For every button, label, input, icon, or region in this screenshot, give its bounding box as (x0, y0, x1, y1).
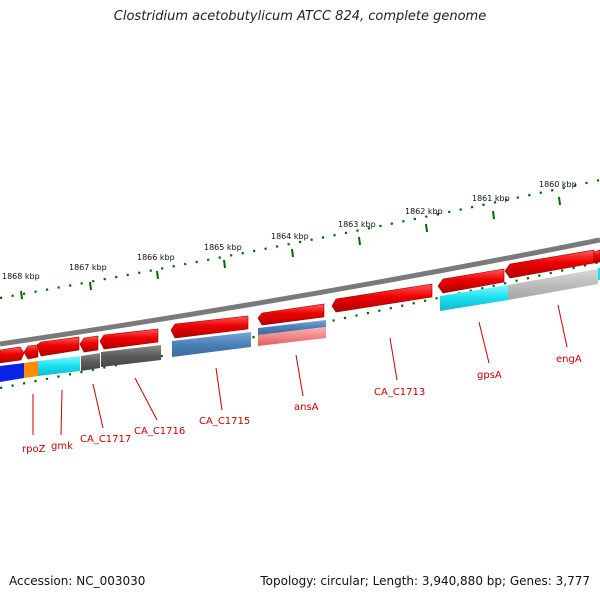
gene-label-CA_C1717: CA_C1717 (80, 434, 131, 445)
gene-forward-6 (170, 315, 249, 339)
gene-forward-3 (36, 336, 80, 357)
gene-label-CA_C1715: CA_C1715 (199, 416, 250, 427)
gene-label-gpsA: gpsA (477, 370, 502, 381)
scale-label-1861: 1861 kbp (472, 194, 510, 203)
band-light-grey (508, 269, 598, 300)
band-grey-small (81, 353, 100, 371)
scale-labels: 1868 kbp 1867 kbp 1866 kbp 1865 kbp 1864… (2, 180, 577, 281)
gene-label-engA: engA (556, 354, 582, 365)
gene-label-CA_C1713: CA_C1713 (374, 387, 425, 398)
gene-labels: rpoZ gmk CA_C1717 CA_C1716 CA_C1715 ansA… (22, 354, 582, 455)
genome-summary-text: Topology: circular; Length: 3,940,880 bp… (260, 574, 590, 588)
forward-strand-genes (0, 249, 600, 364)
scale-label-1865: 1865 kbp (204, 243, 242, 252)
band-dark-grey (101, 345, 161, 367)
gene-forward-5 (99, 328, 159, 350)
genome-backbone (0, 237, 600, 347)
gene-forward-11 (593, 249, 600, 264)
gene-label-rpoZ: rpoZ (22, 444, 46, 455)
band-pink (258, 327, 326, 346)
band-steel-2 (258, 320, 326, 335)
major-ticks (20, 196, 561, 300)
gene-forward-1 (0, 346, 25, 364)
label-leaders (32, 304, 568, 436)
band-cyan-right (440, 285, 508, 311)
map-title: Clostridium acetobutylicum ATCC 824, com… (113, 9, 487, 24)
band-cyan-left (38, 356, 80, 376)
band-steel-1 (172, 332, 251, 357)
gene-label-gmk: gmk (51, 441, 73, 452)
scale-label-1863: 1863 kbp (338, 220, 376, 229)
feature-bands (0, 268, 600, 382)
scale-label-1867: 1867 kbp (69, 263, 107, 272)
band-orange (24, 361, 38, 378)
outer-scale-ruler (0, 178, 600, 300)
gene-label-CA_C1716: CA_C1716 (134, 426, 185, 437)
scale-label-1862: 1862 kbp (405, 207, 443, 216)
scale-label-1860: 1860 kbp (539, 180, 577, 189)
gene-forward-8 (331, 283, 433, 313)
gene-label-ansA: ansA (294, 402, 319, 413)
gene-forward-9 (437, 268, 505, 294)
gene-forward-4 (79, 335, 99, 353)
gene-forward-7 (257, 303, 325, 326)
scale-label-1864: 1864 kbp (271, 232, 309, 241)
accession-text: Accession: NC_003030 (9, 574, 146, 588)
band-blue (0, 363, 24, 382)
scale-label-1868: 1868 kbp (2, 272, 40, 281)
gene-forward-2 (23, 344, 39, 360)
scale-label-1866: 1866 kbp (137, 253, 175, 262)
